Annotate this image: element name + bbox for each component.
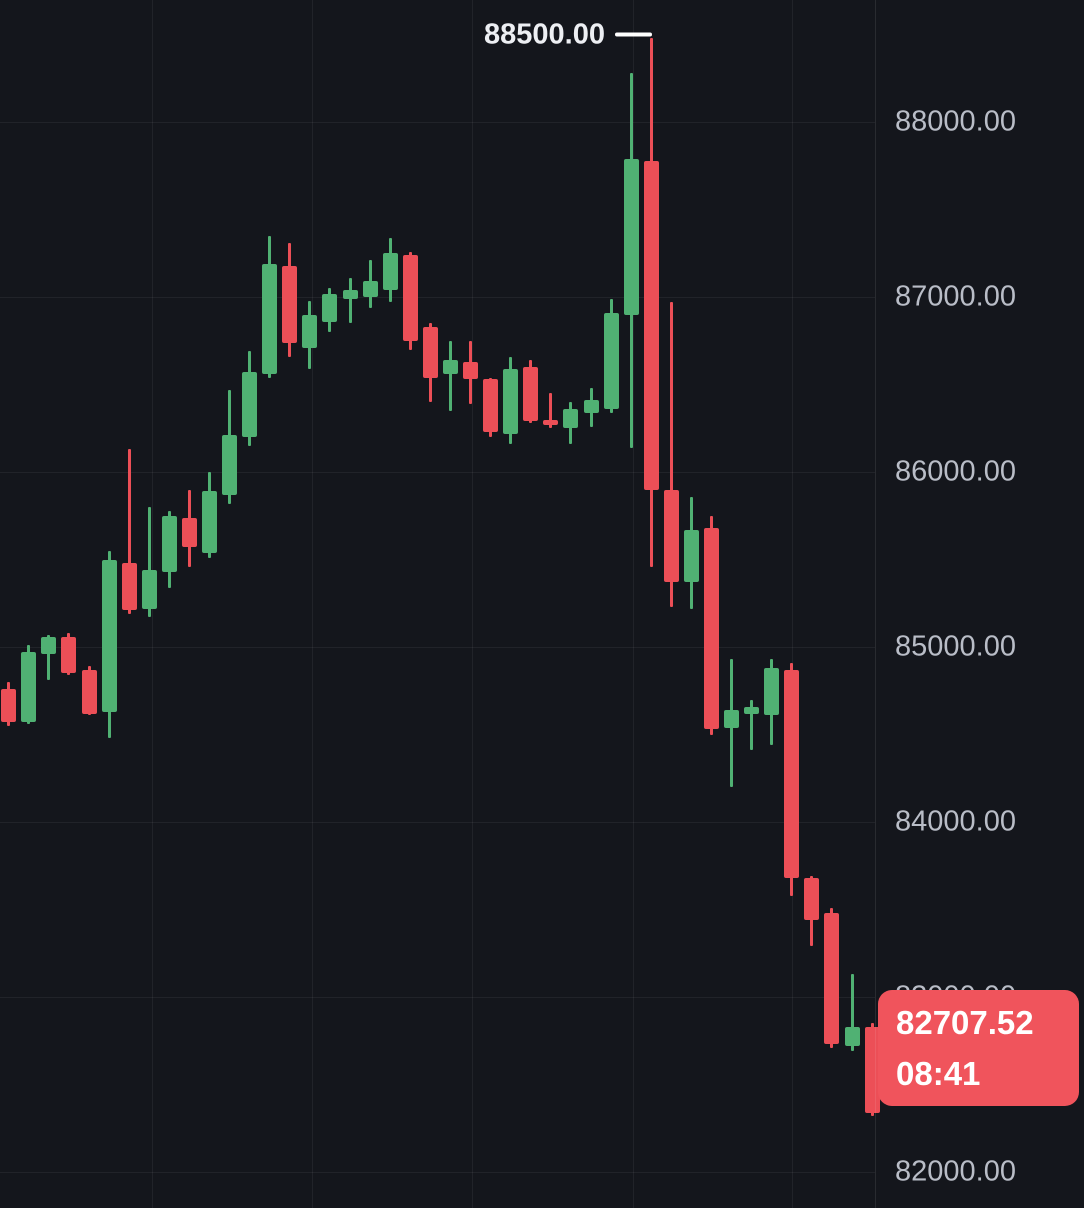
candle-body-down	[181, 517, 197, 548]
y-axis-tick-label: 84000.00	[895, 805, 1016, 838]
candle-body-down	[824, 913, 840, 1045]
candle-body-up	[583, 400, 599, 413]
horizontal-gridline	[0, 647, 875, 648]
candle-body-down	[784, 669, 800, 878]
vertical-gridline	[792, 0, 793, 1208]
price-chart-plot-area[interactable]: 88500.00	[0, 0, 880, 1208]
y-axis-tick-label: 86000.00	[895, 455, 1016, 488]
candle-body-down	[543, 419, 559, 425]
high-price-label: 88500.00	[484, 18, 605, 50]
candle-wick-up	[348, 277, 352, 324]
candle-body-down	[704, 528, 719, 730]
candle-body-up	[764, 668, 780, 716]
candle-body-up	[21, 652, 37, 723]
candle-wick-down	[549, 393, 553, 429]
horizontal-gridline	[0, 472, 875, 473]
candle-body-up	[563, 409, 579, 429]
vertical-gridline	[312, 0, 313, 1208]
candle-body-up	[844, 1026, 860, 1046]
candle-body-down	[804, 878, 820, 920]
price-axis-border	[875, 0, 876, 1208]
y-axis-tick-label: 88000.00	[895, 105, 1016, 138]
candle-wick-up	[147, 507, 151, 618]
price-axis[interactable]: 82707.52 08:41 88000.00 87000.00 86000.00 8…	[875, 0, 1084, 1208]
candle-body-up	[442, 360, 458, 374]
candle-wick-down	[127, 449, 131, 614]
current-price-value: 82707.52	[896, 1004, 1034, 1042]
candle-body-up	[41, 636, 57, 654]
candle-body-up	[382, 253, 398, 290]
candle-body-up	[302, 314, 318, 348]
candle-body-down	[864, 1026, 880, 1114]
candle-body-up	[603, 312, 619, 409]
candle-body-down	[463, 361, 479, 380]
candle-body-down	[663, 489, 679, 583]
candle-body-up	[724, 710, 740, 728]
candle-body-up	[141, 570, 157, 610]
candle-body-down	[282, 265, 298, 343]
candle-wick-up	[850, 974, 854, 1052]
candle-body-up	[242, 372, 258, 437]
candle-body-up	[503, 368, 519, 434]
candle-body-down	[402, 255, 418, 341]
y-axis-tick-label: 87000.00	[895, 280, 1016, 313]
candle-body-up	[202, 491, 217, 553]
candle-countdown-timer: 08:41	[896, 1055, 981, 1093]
candle-body-up	[623, 158, 639, 315]
candle-body-up	[683, 529, 699, 583]
vertical-gridline	[633, 0, 634, 1208]
candle-body-down	[422, 326, 438, 378]
candle-body-up	[342, 290, 358, 299]
candle-body-up	[262, 263, 278, 374]
horizontal-gridline	[0, 297, 875, 298]
candle-wick-up	[750, 699, 754, 751]
y-axis-tick-label: 82000.00	[895, 1155, 1016, 1188]
candle-body-down	[1, 689, 17, 723]
candle-body-up	[362, 281, 378, 297]
horizontal-gridline	[0, 122, 875, 123]
candle-wick-up	[47, 634, 51, 681]
candle-wick-down	[669, 302, 673, 607]
candle-body-down	[121, 563, 137, 611]
candle-body-down	[523, 367, 539, 422]
candle-body-down	[61, 636, 77, 674]
candle-body-down	[81, 669, 97, 714]
candle-body-up	[322, 293, 338, 322]
candle-body-up	[101, 559, 117, 712]
horizontal-gridline	[0, 822, 875, 823]
high-price-marker: 88500.00	[484, 18, 652, 51]
candle-body-up	[222, 435, 238, 495]
high-price-marker-dash	[615, 32, 652, 37]
candle-body-up	[744, 706, 760, 714]
vertical-gridline	[472, 0, 473, 1208]
candle-body-down	[483, 379, 499, 432]
horizontal-gridline	[0, 1172, 875, 1173]
candle-body-up	[161, 515, 177, 572]
current-price-badge: 82707.52 08:41	[878, 990, 1079, 1107]
candle-wick-up	[448, 340, 452, 411]
y-axis-tick-label: 85000.00	[895, 630, 1016, 663]
horizontal-gridline	[0, 997, 875, 998]
candle-body-down	[643, 160, 659, 490]
